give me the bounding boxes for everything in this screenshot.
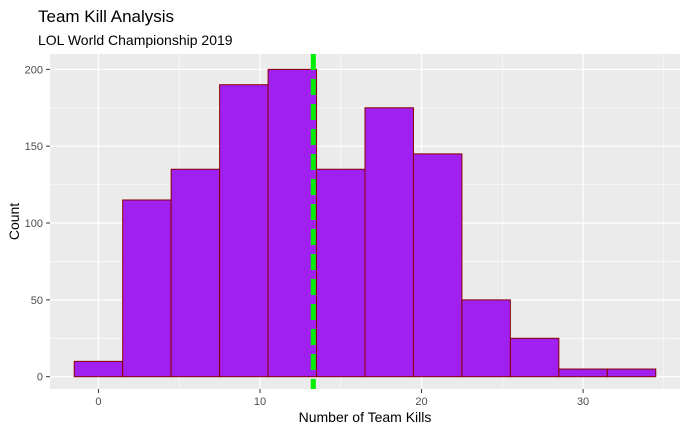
y-tick-label: 100 — [25, 218, 43, 230]
y-tick-label: 150 — [25, 141, 43, 153]
x-tick-label: 20 — [415, 396, 427, 408]
histogram-bar — [122, 199, 172, 378]
x-tick-label: 0 — [95, 396, 101, 408]
histogram-bar — [267, 68, 318, 378]
histogram-bar — [461, 299, 511, 378]
y-tick-label: 200 — [25, 64, 43, 76]
histogram-bar — [316, 168, 366, 378]
histogram-bar — [412, 153, 463, 378]
x-tick-label: 30 — [577, 396, 589, 408]
x-axis-ticks: 0 10 20 30 — [95, 389, 589, 408]
histogram-bar — [509, 337, 560, 378]
y-axis-label: Count — [6, 203, 22, 240]
chart-subtitle: LOL World Championship 2019 — [38, 32, 233, 48]
histogram-bar — [606, 368, 657, 378]
histogram-bar — [73, 360, 124, 378]
histogram-bar — [558, 368, 608, 378]
histogram-bar — [219, 84, 269, 378]
y-tick-label: 50 — [31, 295, 43, 307]
histogram-bar — [364, 107, 414, 378]
chart-title: Team Kill Analysis — [38, 7, 175, 26]
x-tick-label: 10 — [254, 396, 266, 408]
y-axis-ticks: 0 50 100 150 200 — [25, 64, 50, 384]
histogram-bar — [170, 168, 221, 378]
x-axis-label: Number of Team Kills — [299, 409, 432, 425]
y-tick-label: 0 — [37, 372, 43, 384]
bars — [73, 68, 657, 378]
